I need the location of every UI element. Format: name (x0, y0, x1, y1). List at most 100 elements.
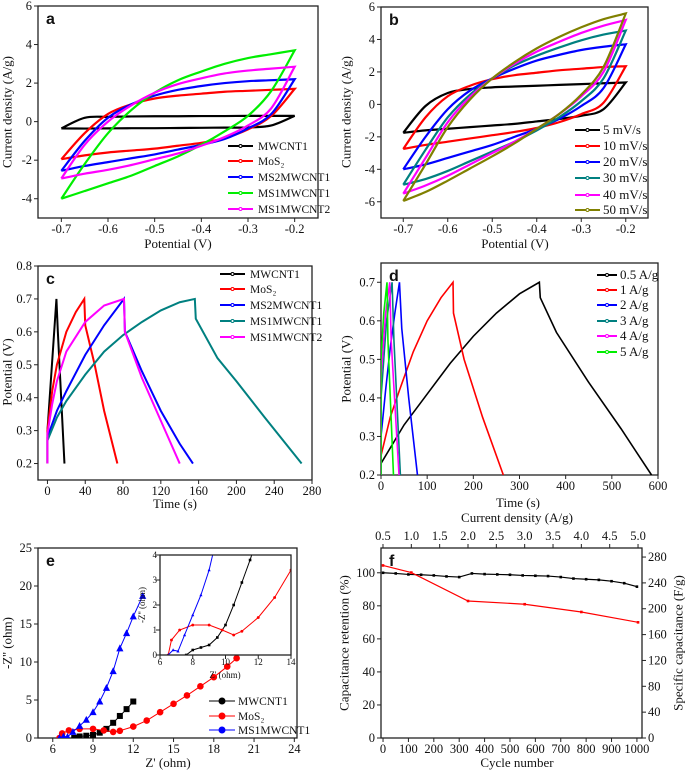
y-tick-label: 0.6 (359, 314, 375, 328)
y-tick-label: 2 (153, 600, 158, 610)
y-tick-label: 0.3 (359, 429, 375, 443)
right-tick-label: 160 (648, 628, 667, 642)
data-point-square (130, 698, 137, 705)
x-tick-label: 14 (287, 657, 297, 667)
y-tick-label: 100 (356, 566, 375, 580)
y-tick-label: 3 (153, 575, 158, 585)
cv-curve (402, 18, 628, 195)
legend-item: MS2MWCNT1 (228, 172, 330, 184)
legend-marker (605, 334, 609, 338)
legend-item: MS1MWCNT2 (220, 332, 322, 344)
x-axis-label: Potential (V) (481, 236, 549, 251)
x-tick-label: 500 (602, 479, 621, 493)
data-point (419, 573, 423, 577)
data-point-circle (89, 725, 97, 733)
y-tick-label: 0.3 (16, 424, 32, 438)
x-tick-label: 40 (79, 484, 92, 498)
y-tick-label: 0.5 (359, 352, 375, 366)
y-tick-label: 6 (369, 0, 375, 14)
data-point-circle (143, 717, 150, 724)
data-point-circle (170, 638, 173, 642)
legend-label: MoS₂ (258, 156, 284, 168)
plot-area (46, 295, 303, 465)
panel-b: -0.7 -0.6 -0.5 -0.4 -0.3 -0.2 -6 -4 -2 0 2 4 6 Potent… (338, 0, 649, 251)
data-point (470, 572, 474, 575)
x-tick-label: 500 (501, 742, 520, 756)
data-point-square (116, 712, 123, 719)
y-tick-label: 15 (20, 617, 33, 631)
plot-area (56, 591, 240, 738)
legend-marker (585, 208, 590, 212)
data-point-circle (240, 629, 244, 633)
x-tick-label: 200 (424, 742, 443, 756)
plot-area (402, 11, 629, 202)
cv-curve (402, 29, 628, 186)
inset-x-axis-label: Z' (ohm) (209, 670, 240, 680)
y-tick-label: 0.5 (16, 358, 32, 372)
cv-curve (60, 114, 296, 130)
panel-letter: c (46, 271, 55, 288)
legend-marker (585, 128, 590, 132)
x-tick-label: -0.6 (98, 222, 118, 236)
legend-marker (218, 726, 226, 734)
data-point-circle (65, 727, 73, 734)
y-tick-label: 25 (20, 541, 33, 555)
data-point-triangle (232, 433, 235, 436)
legend-label: MS1MWCNT1 (238, 725, 310, 737)
data-point-triangle (69, 728, 77, 735)
data-point (584, 577, 588, 581)
data-point-square (71, 735, 78, 738)
x-tick-label: 6 (158, 657, 163, 667)
data-point-triangle (183, 633, 187, 637)
data-point-circle (371, 419, 374, 422)
plot-frame (380, 547, 643, 739)
data-point-circle (183, 692, 191, 699)
legend-item: 1 A/g (597, 282, 649, 297)
legend-marker (605, 273, 609, 277)
data-point-square (90, 731, 97, 738)
gcd-curve (46, 296, 194, 465)
legend-label: 40 mV/s (603, 187, 647, 202)
panel-letter: f (389, 553, 395, 570)
y-tick-label: 20 (363, 698, 376, 712)
y-tick-label: 1 (153, 625, 158, 635)
data-point (432, 574, 436, 577)
top-axis-label: Current density (A/g) (461, 510, 573, 525)
legend-label: 4 A/g (620, 328, 649, 343)
x-tick-label: 600 (649, 479, 668, 493)
legend-marker (230, 335, 235, 339)
data-point-circle (178, 628, 182, 632)
data-point-triangle (60, 732, 67, 738)
x-tick-label: 6 (50, 742, 56, 756)
data-point-circle (339, 484, 342, 487)
panel-letter: d (389, 268, 399, 285)
nyquist-line (167, 555, 214, 655)
x-tick-label: 12 (254, 657, 263, 667)
data-point (523, 602, 526, 606)
x-axis-label: Time (s) (153, 496, 197, 511)
data-point-triangle (57, 734, 62, 738)
legend-marker (218, 697, 226, 705)
legend-item: 50 mV/s (575, 202, 647, 217)
data-point (483, 572, 486, 576)
x-tick-label: -0.2 (285, 222, 305, 236)
gcd-curve (381, 282, 395, 475)
x-tick-label: 300 (450, 742, 469, 756)
cv-curve (402, 11, 628, 202)
data-point-square (248, 558, 252, 562)
data-point-triangle (76, 721, 84, 729)
data-point (597, 578, 601, 582)
legend-item: 30 mV/s (575, 170, 647, 185)
data-point (508, 573, 512, 577)
data-point-triangle (240, 358, 243, 361)
legend-item: 4 A/g (597, 328, 649, 343)
y-tick-label: -4 (22, 192, 33, 206)
data-point-square (240, 581, 244, 584)
legend-label: 5 A/g (620, 344, 649, 359)
data-point-circle (191, 623, 195, 627)
top-tick-label: 5.0 (630, 529, 646, 543)
legend-item: 40 mV/s (575, 187, 647, 202)
gcd-curve (381, 282, 402, 475)
data-point-circle (207, 623, 211, 627)
